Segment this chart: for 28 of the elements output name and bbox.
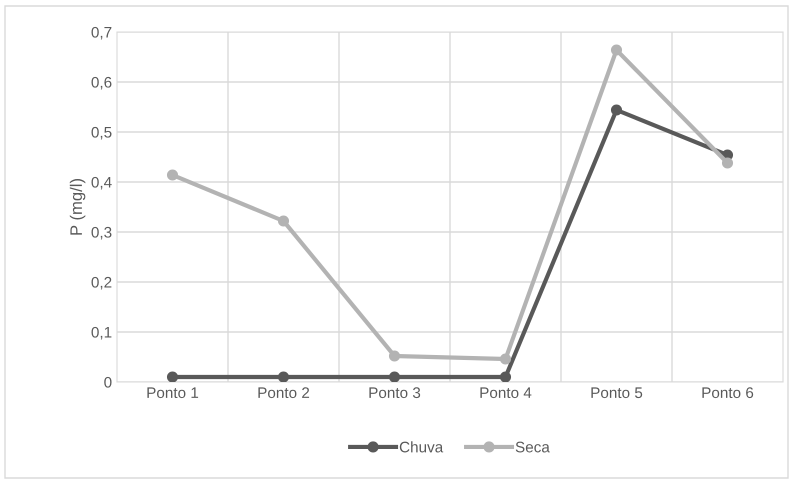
point xyxy=(166,371,178,382)
point xyxy=(278,215,290,227)
y-tick-label: 0,3 xyxy=(92,226,112,240)
x-tick-label: Ponto 4 xyxy=(480,387,532,398)
point xyxy=(610,104,622,116)
y-tick-label: 0,7 xyxy=(92,26,112,40)
point xyxy=(610,44,622,56)
x-tick-label: Ponto 1 xyxy=(147,387,198,398)
x-tick-label: Ponto 5 xyxy=(591,387,642,398)
point xyxy=(388,371,400,382)
y-tick-label: 0 xyxy=(104,376,112,388)
point xyxy=(388,350,400,362)
y-tick-label: 0,4 xyxy=(92,176,112,190)
y-tick-label: 0,5 xyxy=(92,126,112,140)
legend-label: Chuva xyxy=(400,441,444,452)
x-tick-label: Ponto 3 xyxy=(369,387,420,398)
y-tick-label: 0,6 xyxy=(92,76,112,90)
point xyxy=(278,371,290,382)
y-tick-label: 0,1 xyxy=(92,326,112,340)
x-tick-label: Ponto 6 xyxy=(702,387,754,398)
point xyxy=(722,157,734,169)
x-tick-label: Ponto 2 xyxy=(258,387,310,398)
point xyxy=(500,353,512,365)
y-tick-label: 0,2 xyxy=(92,276,112,290)
point xyxy=(500,371,512,382)
point xyxy=(166,169,178,181)
y-axis-title: P (mg/l) xyxy=(70,179,86,235)
legend-label: Seca xyxy=(516,442,550,452)
